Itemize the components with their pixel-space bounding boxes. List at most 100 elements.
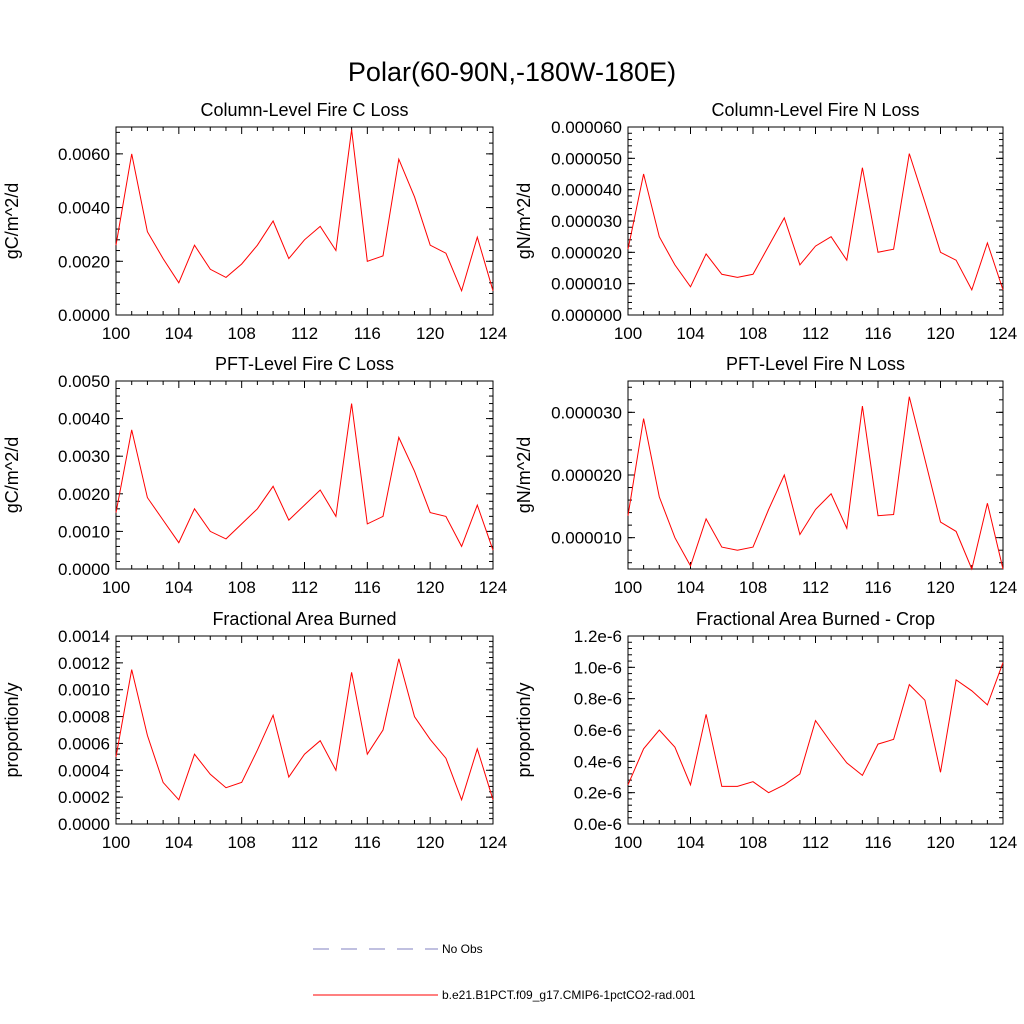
legend: No Obs b.e21.B1PCT.f09_g17.CMIP6-1pctCO2…	[313, 942, 696, 1002]
x-tick-label: 104	[165, 578, 193, 597]
figure-suptitle: Polar(60-90N,-180W-180E)	[348, 57, 676, 87]
chart-panel-0: Column-Level Fire C Loss gC/m^2/d 100 104 10…	[2, 100, 507, 343]
plot-frame	[627, 635, 1004, 825]
y-axis-label: proportion/y	[2, 682, 22, 777]
chart-panel-4: Fractional Area Burned proportion/y 100 104…	[2, 609, 507, 852]
y-axis-label: gN/m^2/d	[514, 437, 534, 513]
series-line-0	[115, 129, 494, 293]
panel-title: Column-Level Fire C Loss	[200, 100, 408, 120]
plot-frame	[627, 126, 1004, 316]
y-tick-label: 0.0000	[58, 815, 110, 834]
plot-frame	[115, 126, 494, 316]
x-tick-label: 104	[676, 578, 704, 597]
x-tick-label: 100	[614, 324, 642, 343]
x-tick-label: 100	[614, 578, 642, 597]
plot-frame	[115, 380, 494, 570]
plot-frame	[627, 380, 1004, 570]
x-tick-label: 116	[864, 324, 891, 343]
y-tick-label: 0.0020	[58, 252, 110, 271]
y-tick-label: 0.6e-6	[574, 721, 622, 740]
y-tick-label: 0.000020	[551, 466, 622, 485]
x-tick-label: 124	[479, 324, 507, 343]
y-tick-label: 0.000000	[551, 306, 622, 325]
series-line-0	[115, 403, 494, 551]
x-tick-label: 112	[802, 833, 829, 852]
x-tick-label: 124	[479, 833, 507, 852]
x-tick-label: 108	[227, 578, 255, 597]
x-tick-label: 104	[676, 833, 704, 852]
y-tick-label: 0.2e-6	[574, 784, 622, 803]
y-tick-label: 0.0008	[58, 708, 110, 727]
y-tick-label: 0.000050	[551, 149, 622, 168]
y-tick-label: 0.000030	[551, 403, 622, 422]
legend-label-model-run: b.e21.B1PCT.f09_g17.CMIP6-1pctCO2-rad.00…	[442, 988, 696, 1002]
x-tick-label: 124	[479, 578, 507, 597]
x-tick-label: 108	[739, 324, 767, 343]
x-tick-label: 116	[864, 833, 891, 852]
chart-panel-3: PFT-Level Fire N Loss gN/m^2/d 100 104 108 11…	[514, 354, 1017, 597]
chart-panel-1: Column-Level Fire N Loss gN/m^2/d 100 104 10…	[514, 100, 1017, 343]
x-tick-label: 124	[989, 324, 1017, 343]
panel-title: Column-Level Fire N Loss	[711, 100, 919, 120]
chart-panel-5: Fractional Area Burned - Crop proportion/…	[514, 609, 1017, 852]
series-line-0	[627, 662, 1004, 794]
y-tick-label: 0.0e-6	[574, 815, 622, 834]
x-tick-label: 100	[102, 324, 130, 343]
plot-frame	[115, 635, 494, 825]
chart-panels: Column-Level Fire C Loss gC/m^2/d 100 104 10…	[2, 100, 1017, 852]
x-tick-label: 116	[354, 578, 381, 597]
panel-title: Fractional Area Burned	[212, 609, 396, 629]
x-tick-label: 108	[739, 578, 767, 597]
x-tick-label: 104	[165, 833, 193, 852]
legend-item-no-obs: No Obs	[313, 942, 483, 956]
x-tick-label: 100	[102, 833, 130, 852]
x-tick-label: 100	[102, 578, 130, 597]
x-tick-label: 120	[926, 833, 954, 852]
x-tick-label: 112	[291, 833, 318, 852]
series-line-0	[627, 153, 1004, 292]
y-tick-label: 0.0004	[58, 761, 110, 780]
y-tick-label: 0.0030	[58, 447, 110, 466]
x-tick-label: 120	[926, 324, 954, 343]
y-tick-label: 0.0010	[58, 522, 110, 541]
x-tick-label: 112	[291, 578, 318, 597]
y-tick-label: 0.0012	[58, 654, 110, 673]
legend-label-no-obs: No Obs	[442, 942, 483, 956]
x-tick-label: 116	[354, 833, 381, 852]
y-tick-label: 0.0000	[58, 306, 110, 325]
x-tick-label: 112	[291, 324, 318, 343]
y-tick-label: 0.000060	[551, 118, 622, 137]
x-tick-label: 108	[227, 324, 255, 343]
y-tick-label: 1.0e-6	[574, 658, 622, 677]
y-tick-label: 0.000030	[551, 212, 622, 231]
panel-title: PFT-Level Fire C Loss	[215, 354, 394, 374]
panel-title: PFT-Level Fire N Loss	[726, 354, 905, 374]
x-tick-label: 120	[416, 324, 444, 343]
x-tick-label: 104	[676, 324, 704, 343]
y-tick-label: 1.2e-6	[574, 627, 622, 646]
chart-panel-2: PFT-Level Fire C Loss gC/m^2/d 100 104 108 11…	[2, 354, 507, 597]
x-tick-label: 112	[802, 324, 829, 343]
y-tick-label: 0.0010	[58, 681, 110, 700]
x-tick-label: 124	[989, 578, 1017, 597]
x-tick-label: 120	[926, 578, 954, 597]
y-tick-label: 0.0002	[58, 788, 110, 807]
y-tick-label: 0.0020	[58, 485, 110, 504]
y-tick-label: 0.8e-6	[574, 690, 622, 709]
y-tick-label: 0.0000	[58, 560, 110, 579]
x-tick-label: 120	[416, 833, 444, 852]
x-tick-label: 116	[354, 324, 381, 343]
y-tick-label: 0.0050	[58, 372, 110, 391]
y-tick-label: 0.4e-6	[574, 752, 622, 771]
y-axis-label: proportion/y	[514, 682, 534, 777]
x-tick-label: 108	[739, 833, 767, 852]
y-axis-label: gN/m^2/d	[514, 183, 534, 259]
y-tick-label: 0.000010	[551, 275, 622, 294]
y-axis-label: gC/m^2/d	[2, 437, 22, 513]
x-tick-label: 104	[165, 324, 193, 343]
y-tick-label: 0.000010	[551, 529, 622, 548]
y-tick-label: 0.0040	[58, 410, 110, 429]
y-tick-label: 0.000040	[551, 181, 622, 200]
series-line-0	[115, 658, 494, 802]
